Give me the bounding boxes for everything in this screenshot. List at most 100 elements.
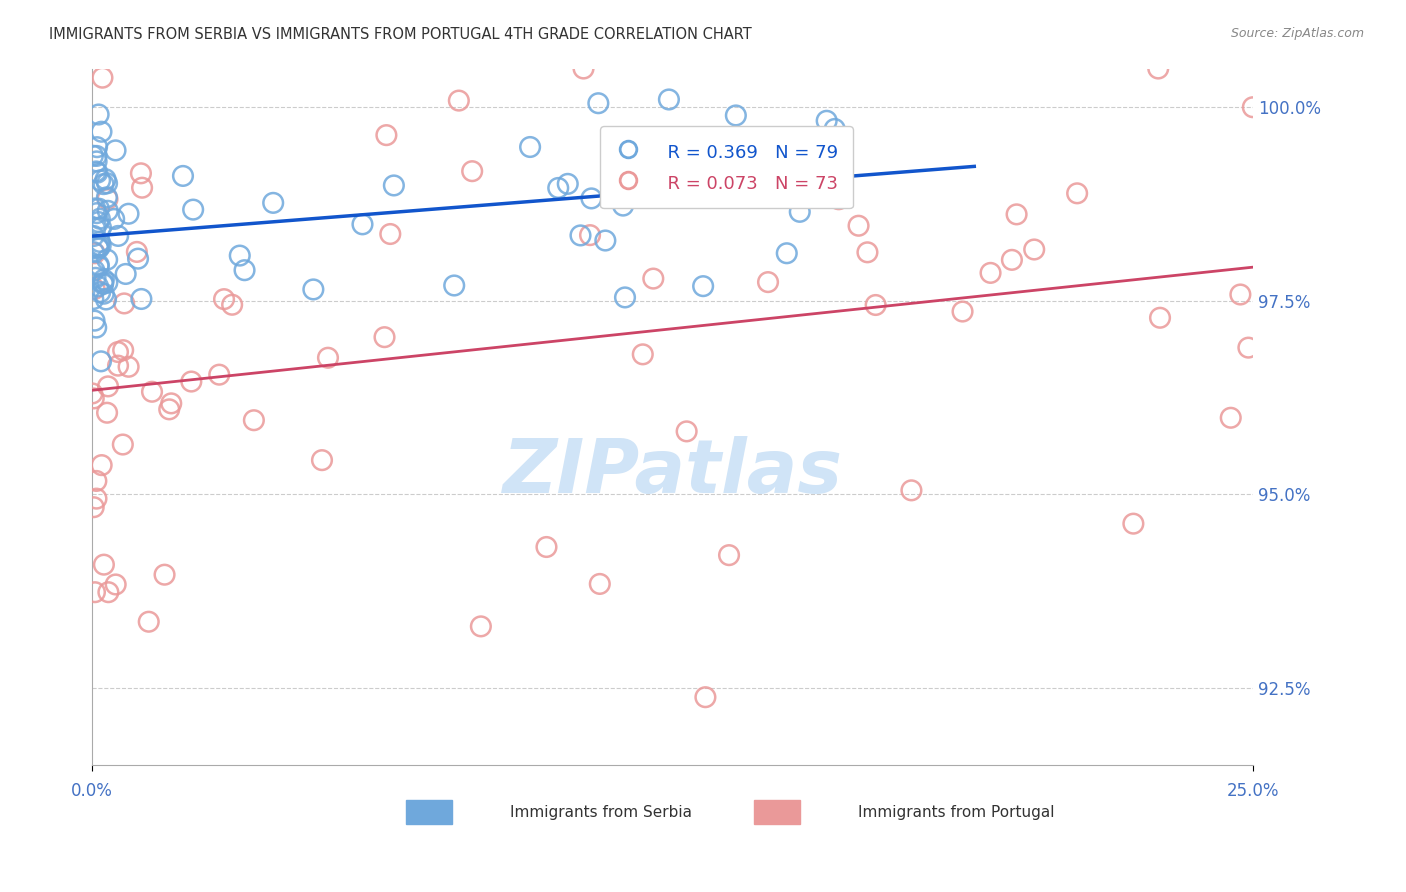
Point <box>83 313 105 327</box>
Point <box>815 113 838 128</box>
Point <box>96 192 118 206</box>
Point <box>87 215 110 229</box>
Point <box>107 345 129 359</box>
Point <box>138 615 160 629</box>
Point <box>86 149 108 163</box>
Point <box>1229 287 1251 301</box>
Point <box>373 330 395 344</box>
Point <box>157 402 180 417</box>
Point <box>111 437 134 451</box>
Point <box>1147 62 1170 76</box>
Point <box>262 195 284 210</box>
Point <box>131 292 153 306</box>
Text: Immigrants from Portugal: Immigrants from Portugal <box>858 805 1054 820</box>
Point <box>718 548 741 562</box>
Point <box>1219 410 1241 425</box>
Point <box>86 491 108 506</box>
Point <box>824 122 846 136</box>
Point <box>229 249 252 263</box>
Point <box>579 228 602 243</box>
Point <box>84 221 107 235</box>
Point <box>84 164 107 178</box>
Point <box>82 292 104 306</box>
Point <box>352 217 374 231</box>
Point <box>675 425 697 439</box>
Point <box>87 258 110 272</box>
Point <box>82 149 104 163</box>
Point <box>1241 100 1264 114</box>
Point <box>856 245 879 260</box>
Point <box>470 619 492 633</box>
Point <box>96 176 118 190</box>
Point <box>233 263 256 277</box>
Point <box>380 227 402 241</box>
Point <box>87 242 110 256</box>
Point <box>90 220 112 235</box>
Point <box>84 585 107 599</box>
Point <box>83 245 105 260</box>
Text: IMMIGRANTS FROM SERBIA VS IMMIGRANTS FROM PORTUGAL 4TH GRADE CORRELATION CHART: IMMIGRANTS FROM SERBIA VS IMMIGRANTS FRO… <box>49 27 752 42</box>
Point <box>581 191 603 205</box>
Point <box>125 244 148 259</box>
Point <box>97 379 120 393</box>
Point <box>302 282 325 296</box>
Point <box>848 219 870 233</box>
Point <box>112 343 135 358</box>
Point <box>980 266 1002 280</box>
Point <box>547 181 569 195</box>
Point <box>648 174 671 188</box>
Point <box>631 347 654 361</box>
Point <box>643 271 665 285</box>
Point <box>93 558 115 572</box>
Point <box>86 165 108 179</box>
Point <box>93 286 115 301</box>
Point <box>141 384 163 399</box>
Point <box>84 270 107 285</box>
Point <box>103 211 125 226</box>
Point <box>87 107 110 121</box>
Point <box>1066 186 1088 201</box>
Point <box>721 148 744 162</box>
Point <box>83 500 105 515</box>
Point <box>83 246 105 260</box>
Point <box>91 276 114 290</box>
Point <box>589 577 612 591</box>
Text: Immigrants from Serbia: Immigrants from Serbia <box>510 805 692 820</box>
Point <box>658 93 681 107</box>
Point <box>557 177 579 191</box>
Point <box>443 278 465 293</box>
Legend:   R = 0.369   N = 79,   R = 0.073   N = 73: R = 0.369 N = 79, R = 0.073 N = 73 <box>600 127 853 208</box>
Point <box>172 169 194 183</box>
Point <box>724 108 747 122</box>
Point <box>900 483 922 498</box>
Point <box>86 140 108 154</box>
Point <box>97 585 120 599</box>
Point <box>117 207 139 221</box>
Point <box>1001 252 1024 267</box>
Point <box>1122 516 1144 531</box>
Point <box>180 375 202 389</box>
Point <box>83 282 105 296</box>
Point <box>112 296 135 310</box>
Point <box>612 198 634 212</box>
Point <box>89 285 111 299</box>
Point <box>96 252 118 267</box>
Point <box>82 386 104 401</box>
Point <box>86 154 108 169</box>
Point <box>208 368 231 382</box>
Point <box>776 246 799 260</box>
Point <box>90 125 112 139</box>
Point <box>87 239 110 253</box>
Text: ZIPatlas: ZIPatlas <box>502 436 842 509</box>
Point <box>789 204 811 219</box>
Point <box>117 359 139 374</box>
Point <box>153 567 176 582</box>
Point <box>651 184 673 198</box>
Point <box>652 159 675 173</box>
Point <box>695 690 717 705</box>
Point <box>89 211 111 226</box>
Point <box>221 298 243 312</box>
Point <box>212 292 235 306</box>
Point <box>84 320 107 334</box>
Point <box>93 177 115 191</box>
